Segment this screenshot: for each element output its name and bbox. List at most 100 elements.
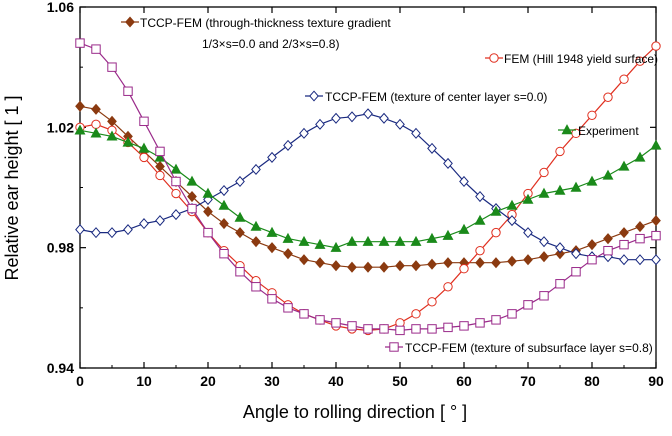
series-3-point: [490, 205, 502, 216]
series-2-point: [507, 215, 517, 227]
series-0-point: [187, 190, 197, 203]
series-2-point: [619, 254, 629, 266]
series-4-point: [587, 255, 597, 265]
series-4-point: [347, 321, 357, 331]
series-0-point: [491, 257, 501, 269]
series-4-point: [475, 318, 485, 328]
annotation-experiment: Experiment: [578, 124, 639, 138]
series-1-point: [619, 74, 629, 84]
series-4-point: [235, 267, 245, 277]
x-tick-label: 0: [76, 373, 84, 389]
legend-marker-0: [125, 16, 135, 28]
series-1-point: [539, 167, 549, 178]
series-3-point: [170, 163, 182, 174]
series-1-point: [587, 110, 597, 121]
series-3-point: [138, 142, 150, 153]
series-2-point: [123, 224, 133, 236]
series-4-point: [219, 248, 229, 259]
series-2-point: [155, 215, 165, 227]
series-3-point: [330, 241, 342, 252]
series-0-point: [539, 251, 549, 263]
series-0-point: [283, 248, 293, 260]
series-3-point: [378, 235, 390, 246]
series-4-point: [139, 116, 149, 127]
series-0-point: [427, 258, 437, 270]
series-4-point: [603, 245, 613, 256]
series-0-point: [651, 215, 661, 227]
series-3-point: [394, 235, 406, 246]
series-3-point: [362, 235, 374, 246]
series-3-point: [570, 181, 582, 192]
series-3-point: [410, 235, 422, 246]
series-2-point: [203, 193, 213, 206]
series-4-point: [155, 146, 165, 157]
series-4-point: [251, 282, 261, 292]
y-axis-title: Relative ear height [ 1 ]: [2, 95, 22, 280]
series-4-point: [107, 62, 117, 72]
series-2-point: [443, 157, 453, 169]
series-3-point: [346, 235, 358, 246]
series-3-point: [250, 220, 262, 231]
series-1-point: [603, 92, 613, 102]
series-1-point: [155, 170, 165, 181]
annotation-center-layer: TCCP-FEM (texture of center layer s=0.0): [325, 90, 547, 104]
plot-layer: 0 10 20 30 40 50 60 70 80 90 0.94 0.98 1.02 1.06: [47, 0, 664, 389]
series-3-point: [458, 223, 470, 234]
series-4-point: [459, 321, 469, 331]
legend-marker-2: [309, 90, 319, 102]
x-tick-label: 50: [392, 373, 408, 389]
series-4-point: [635, 233, 645, 244]
series-3-point: [186, 175, 198, 186]
series-4-point: [75, 38, 85, 48]
legend-marker-3: [561, 124, 573, 135]
series-1-point: [443, 282, 453, 292]
series-0-point: [379, 261, 389, 273]
series-4-point: [299, 309, 309, 319]
x-tick-label: 60: [456, 373, 472, 389]
series-2-point: [555, 242, 565, 254]
series-4-point: [331, 318, 341, 328]
series-2-point: [379, 112, 389, 124]
series-3-point: [602, 169, 614, 180]
series-4-point: [91, 44, 101, 54]
series-1-point: [635, 56, 645, 66]
series-0-point: [443, 257, 453, 269]
series-0-point: [235, 227, 245, 239]
series-1-point: [139, 152, 149, 163]
series-4-point: [427, 324, 437, 334]
series-3-point: [506, 199, 518, 210]
series-0-point: [475, 257, 485, 269]
y-tick-label: 1.02: [47, 119, 74, 135]
series-0-point: [331, 260, 341, 272]
series-3-point: [426, 232, 438, 243]
x-tick-label: 40: [328, 373, 344, 389]
series-2-point: [395, 118, 405, 130]
series-4-point: [379, 324, 389, 334]
series-3-point: [282, 232, 294, 243]
series-2-point: [267, 151, 277, 163]
series-0-point: [315, 257, 325, 269]
series-4-point: [491, 315, 501, 325]
series-4-point: [363, 324, 373, 334]
series-3-point: [650, 139, 662, 150]
series-3-point: [554, 184, 566, 195]
series-0-point: [267, 242, 277, 254]
x-tick-label: 90: [648, 373, 664, 389]
series-0-point: [395, 260, 405, 272]
x-tick-label: 30: [264, 373, 280, 389]
y-tick-label: 0.98: [47, 240, 74, 256]
series-1-point: [427, 297, 437, 307]
series-1-point: [555, 146, 565, 157]
series-0-point: [299, 254, 309, 266]
series-0-point: [219, 218, 229, 230]
series-2-point: [219, 184, 229, 197]
annotation-layer: TCCP-FEM (through-thickness texture grad…: [2, 16, 658, 422]
series-2-point: [91, 227, 101, 239]
series-4-point: [571, 267, 581, 277]
series-3-point: [218, 199, 230, 210]
series-4-point: [315, 315, 325, 325]
series-4-point: [443, 322, 453, 333]
series-4-point: [555, 279, 565, 289]
series-0-point: [619, 227, 629, 239]
